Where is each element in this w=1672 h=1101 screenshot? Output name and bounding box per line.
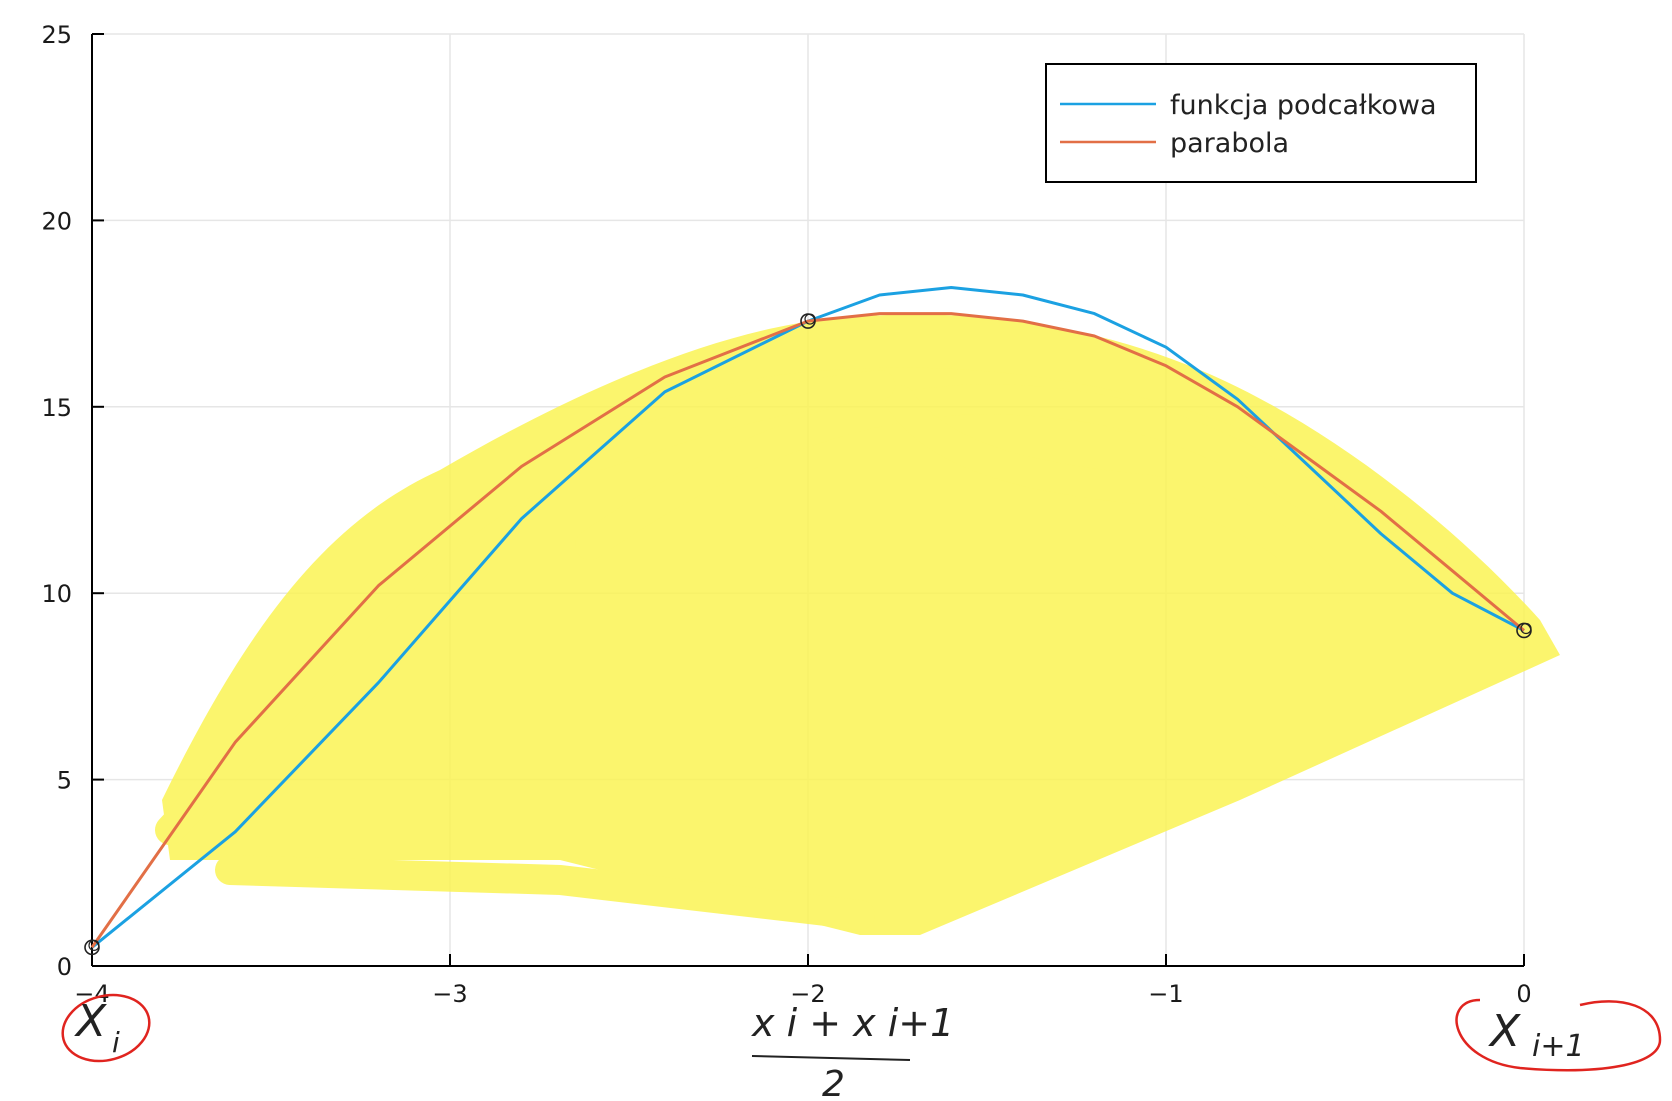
annotation-middle: x i + x i+1 2 <box>751 1001 954 1101</box>
annotation-right-circle <box>1455 998 1662 1072</box>
marked-point-scribble <box>1520 622 1532 635</box>
handwritten-annotations: X i x i + x i+1 2 X i+1 <box>61 993 1662 1101</box>
x-tick-label: −1 <box>1148 980 1183 1008</box>
marked-points <box>84 313 1532 956</box>
series <box>90 286 1525 949</box>
y-tick-label: 25 <box>41 21 72 49</box>
ticks: −4 −3 −2 −1 0 0 5 10 15 20 25 <box>41 21 1531 1008</box>
marked-point-scribble <box>88 939 100 951</box>
x-tick-label: −4 <box>74 980 109 1008</box>
series-line-1 <box>90 312 1525 949</box>
y-tick-label: 15 <box>41 394 72 422</box>
annotation-right-sub: i+1 <box>1532 1029 1585 1064</box>
x-tick-label: −3 <box>432 980 467 1008</box>
legend-label-series-0: funkcja podcałkowa <box>1170 90 1437 121</box>
highlight-stroke-1 <box>155 367 1515 845</box>
highlight-stroke-5 <box>215 855 875 930</box>
annotation-right-main: X <box>1488 1006 1521 1057</box>
legend: funkcja podcałkowa parabola <box>1045 63 1477 183</box>
y-tick-label: 20 <box>41 207 72 235</box>
y-tick-label: 0 <box>57 953 72 981</box>
annotation-middle-denominator: 2 <box>822 1064 845 1101</box>
marked-point-scribble <box>804 313 816 325</box>
x-tick-label: −2 <box>790 980 825 1008</box>
x-tick-label: 0 <box>1516 980 1531 1008</box>
annotation-left-circle <box>61 993 151 1063</box>
y-tick-label: 5 <box>57 767 72 795</box>
highlight-stroke-2 <box>575 384 1335 560</box>
legend-label-series-1: parabola <box>1170 128 1289 159</box>
annotation-left-main: X <box>74 996 107 1047</box>
highlight-stroke-3 <box>885 385 1345 605</box>
series-line-0 <box>91 286 1525 949</box>
annotation-middle-numerator: x i + x i+1 <box>751 1001 954 1045</box>
y-tick-label: 10 <box>41 580 72 608</box>
highlight-fill <box>162 314 1560 935</box>
highlight-stroke-4 <box>585 370 895 470</box>
annotation-left-sub: i <box>112 1026 120 1059</box>
annotation-left: X i <box>61 993 151 1063</box>
legend-box <box>1045 63 1477 183</box>
highlighter-scribble <box>155 314 1560 935</box>
annotation-middle-fraction-bar <box>751 1055 911 1061</box>
annotation-right: X i+1 <box>1455 998 1662 1072</box>
